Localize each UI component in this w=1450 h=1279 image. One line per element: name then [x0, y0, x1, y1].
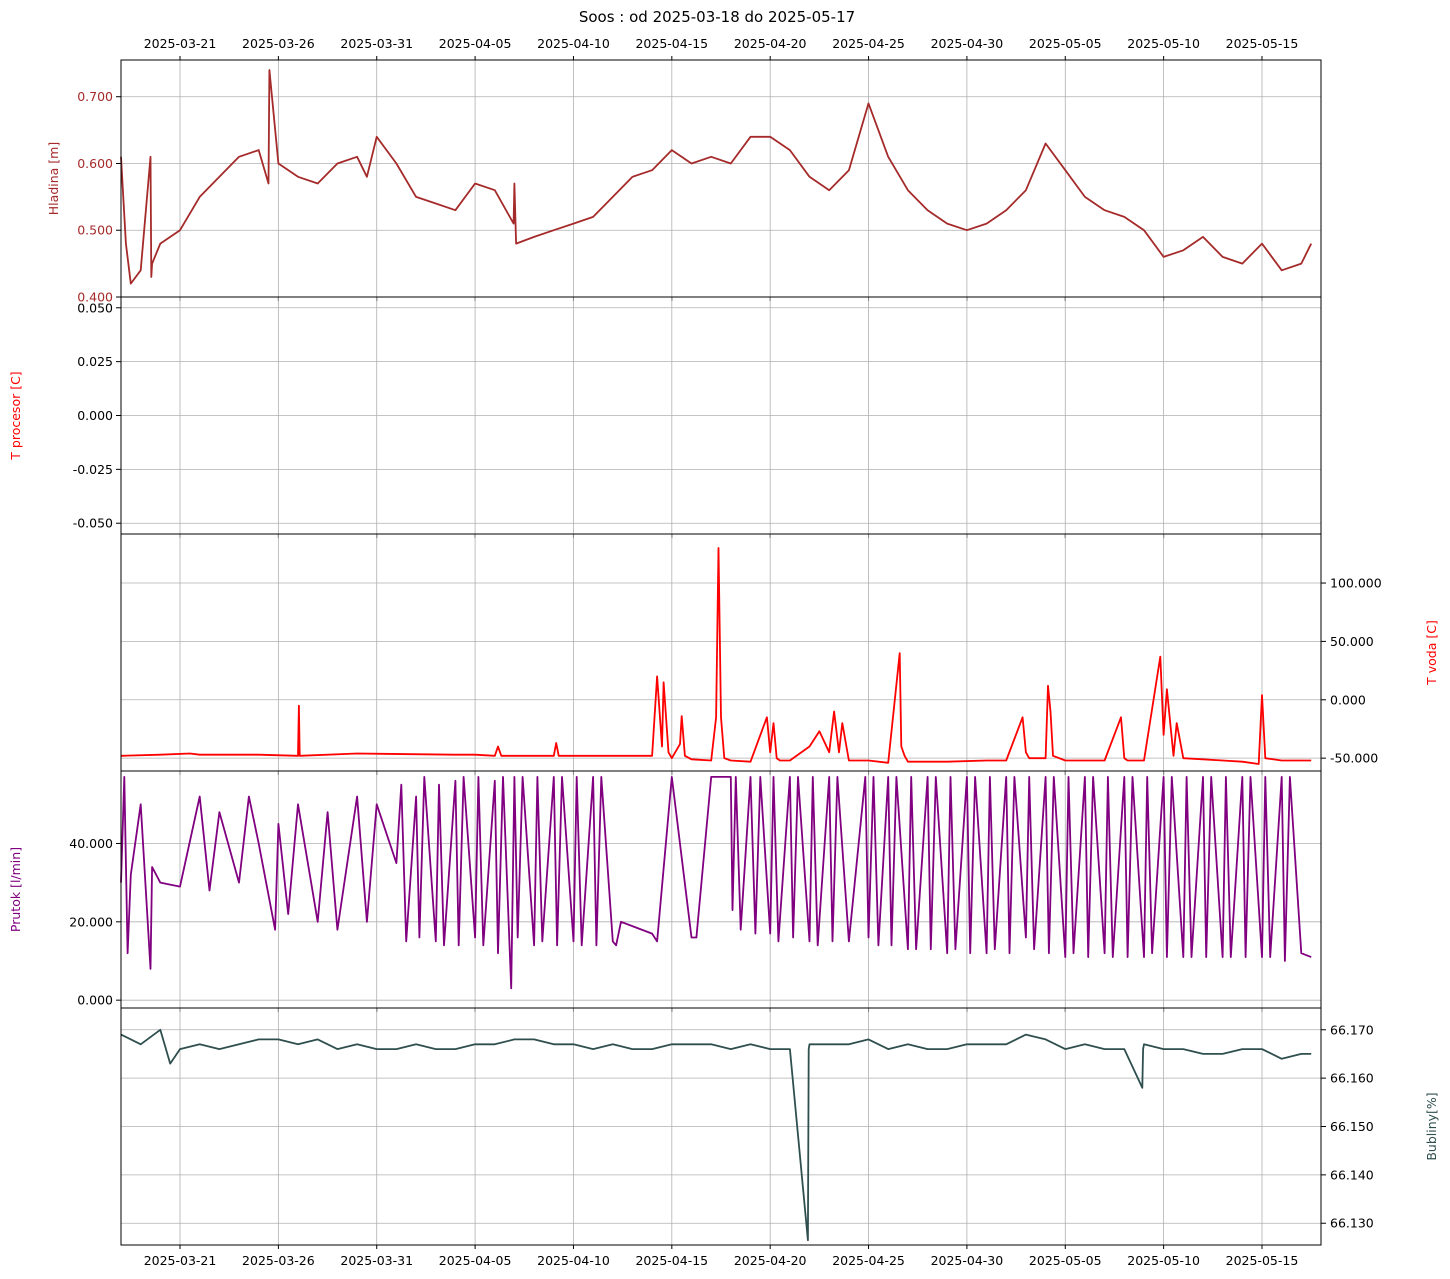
top-x-axis-tick-labels: 2025-03-21 2025-03-26 2025-03-31 2025-04-05… [144, 36, 1299, 60]
x-tick-label-top: 2025-03-26 [242, 36, 315, 51]
panel-t-procesor: -0.050 -0.025 0.000 0.025 0.050 T procesor [C… [8, 296, 1322, 538]
chart-title: Soos : od 2025-03-18 do 2025-05-17 [579, 8, 855, 26]
panel-frame [120, 533, 1322, 772]
x-tick-label-top: 2025-05-10 [1127, 36, 1200, 51]
x-tick-label-top: 2025-04-05 [439, 36, 512, 51]
x-tick-label-bottom: 2025-04-30 [931, 1253, 1004, 1268]
y-tick-label: 0.600 [77, 156, 113, 171]
y-tick-label: 66.140 [1330, 1167, 1374, 1182]
y-axis-label-t-procesor: T procesor [C] [8, 371, 23, 460]
x-tick-label-top: 2025-04-15 [635, 36, 708, 51]
panel-t-voda: -50.000 0.000 50.000 100.000 T voda [C] [120, 533, 1439, 775]
x-tick-label-top: 2025-03-21 [144, 36, 217, 51]
series-line-prutok [120, 776, 1312, 990]
y-tick-label: 66.150 [1330, 1119, 1374, 1134]
y-tick-label: 0.400 [77, 290, 113, 305]
y-tick-label: 0.000 [77, 408, 113, 423]
x-tick-label-top: 2025-05-05 [1029, 36, 1102, 51]
x-tick-label-bottom: 2025-03-26 [242, 1253, 315, 1268]
x-tick-label-top: 2025-04-25 [832, 36, 905, 51]
x-tick-label-top: 2025-04-10 [537, 36, 610, 51]
x-tick-label-bottom: 2025-04-05 [439, 1253, 512, 1268]
series-line-hladina [120, 69, 1313, 285]
x-tick-label-bottom: 2025-05-10 [1127, 1253, 1200, 1268]
y-tick-label: 50.000 [1330, 634, 1374, 649]
x-tick-label-top: 2025-04-20 [734, 36, 807, 51]
x-tick-label-top: 2025-05-15 [1226, 36, 1299, 51]
y-tick-label: 0.025 [77, 354, 113, 369]
x-tick-label-bottom: 2025-03-21 [144, 1253, 217, 1268]
y-tick-label: 0.700 [77, 89, 113, 104]
x-tick-label-bottom: 2025-04-20 [734, 1253, 807, 1268]
y-tick-label: -50.000 [1330, 751, 1378, 766]
x-tick-label-top: 2025-04-30 [931, 36, 1004, 51]
y-tick-label: 100.000 [1330, 576, 1382, 591]
y-tick-label: 66.170 [1330, 1022, 1374, 1037]
y-tick-label: 66.130 [1330, 1216, 1374, 1231]
y-tick-label: -0.025 [73, 462, 113, 477]
x-tick-label-bottom: 2025-05-05 [1029, 1253, 1102, 1268]
y-tick-label: 0.050 [77, 300, 113, 315]
x-tick-label-bottom: 2025-05-15 [1226, 1253, 1299, 1268]
y-tick-label: 0.000 [77, 993, 113, 1008]
y-axis-label-prutok: Prutok [l/min] [8, 847, 23, 932]
y-tick-label: 0.000 [1330, 692, 1366, 707]
series-line-bubliny [120, 1028, 1312, 1242]
y-tick-label: -0.050 [73, 516, 113, 531]
panel-frame [120, 1007, 1322, 1246]
panel-frame [120, 770, 1322, 1009]
y-axis-label-t-voda: T voda [C] [1424, 620, 1439, 686]
x-tick-label-bottom: 2025-03-31 [340, 1253, 413, 1268]
x-tick-label-bottom: 2025-04-15 [635, 1253, 708, 1268]
y-tick-label: 66.160 [1330, 1071, 1374, 1086]
x-tick-label-top: 2025-03-31 [340, 36, 413, 51]
series-line-t-voda [120, 547, 1312, 765]
y-tick-label: 20.000 [69, 914, 113, 929]
x-tick-label-bottom: 2025-04-25 [832, 1253, 905, 1268]
y-tick-label: 0.500 [77, 223, 113, 238]
panel-prutok: 0.000 20.000 40.000 Prutok [l/min] [8, 770, 1322, 1012]
y-axis-label-hladina: Hladina [m] [46, 142, 61, 215]
panel-hladina: 0.400 0.500 0.600 0.700 Hladina [m] [46, 59, 1322, 305]
y-axis-label-bubliny: Bubliny[%] [1424, 1092, 1439, 1160]
bottom-x-axis-tick-labels: 2025-03-21 2025-03-26 2025-03-31 2025-04-05… [144, 1253, 1299, 1268]
y-tick-label: 40.000 [69, 836, 113, 851]
x-tick-label-bottom: 2025-04-10 [537, 1253, 610, 1268]
panel-bubliny: 66.130 66.140 66.150 66.160 66.170 Bubliny[%] [120, 1007, 1439, 1249]
